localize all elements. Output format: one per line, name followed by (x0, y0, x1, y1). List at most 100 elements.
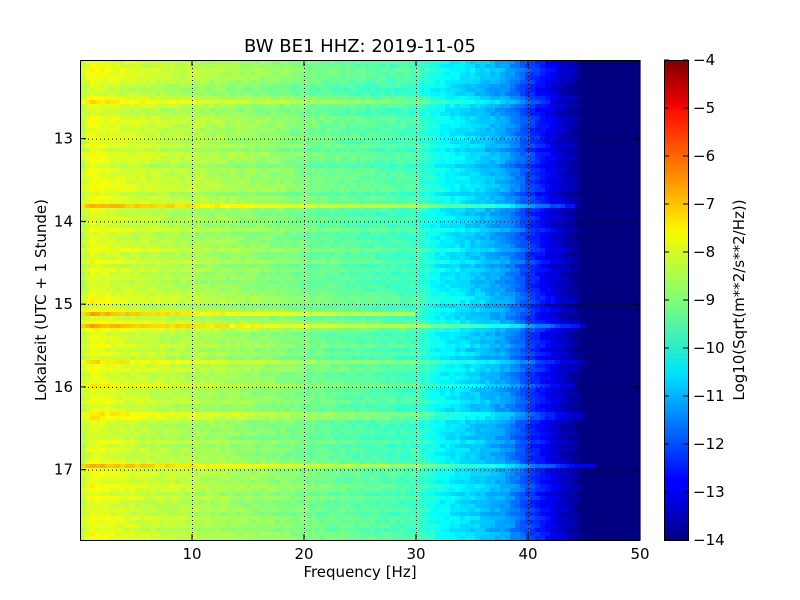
heatmap-cell (510, 152, 516, 157)
heatmap-cell (180, 208, 186, 213)
heatmap-cell (145, 160, 151, 165)
heatmap-cell (630, 196, 636, 201)
heatmap-cell (400, 188, 406, 193)
heatmap-cell (560, 164, 566, 169)
heatmap-cell (560, 100, 566, 105)
heatmap-cell (200, 144, 206, 149)
heatmap-cell (495, 160, 501, 165)
heatmap-cell (360, 96, 366, 101)
heatmap-cell (520, 164, 526, 169)
heatmap-cell (125, 108, 131, 113)
heatmap-cell (540, 84, 546, 89)
heatmap-cell (215, 132, 221, 137)
heatmap-cell (565, 112, 571, 117)
heatmap-cell (240, 228, 246, 233)
heatmap-cell (415, 68, 421, 73)
heatmap-cell (410, 208, 416, 213)
heatmap-cell (125, 192, 131, 197)
heatmap-cell (500, 164, 506, 169)
heatmap-cell (200, 204, 206, 209)
heatmap-cell (495, 208, 501, 213)
heatmap-cell (185, 116, 191, 121)
heatmap-cell (215, 208, 221, 213)
heatmap-cell (120, 204, 126, 209)
heatmap-cell (305, 72, 311, 77)
heatmap-cell (120, 208, 126, 213)
heatmap-cell (575, 176, 581, 181)
heatmap-cell (625, 124, 631, 129)
heatmap-cell (420, 196, 426, 201)
heatmap-cell (270, 92, 276, 97)
heatmap-cell (525, 232, 531, 237)
heatmap-cell (630, 92, 636, 97)
heatmap-cell (135, 208, 141, 213)
heatmap-cell (530, 132, 536, 137)
heatmap-cell (390, 176, 396, 181)
heatmap-cell (170, 84, 176, 89)
heatmap-cell (510, 168, 516, 173)
heatmap-cell (605, 212, 611, 217)
heatmap-cell (455, 160, 461, 165)
heatmap-cell (125, 156, 131, 161)
heatmap-cell (85, 128, 91, 133)
heatmap-cell (320, 140, 326, 145)
heatmap-cell (545, 224, 551, 229)
heatmap-cell (95, 64, 101, 69)
heatmap-cell (165, 136, 171, 141)
heatmap-cell (330, 224, 336, 229)
heatmap-cell (605, 68, 611, 73)
heatmap-cell (365, 192, 371, 197)
heatmap-cell (385, 176, 391, 181)
heatmap-cell (245, 152, 251, 157)
heatmap-cell (295, 108, 301, 113)
heatmap-cell (370, 132, 376, 137)
heatmap-cell (350, 152, 356, 157)
heatmap-cell (415, 236, 421, 241)
heatmap-cell (380, 164, 386, 169)
heatmap-cell (550, 228, 556, 233)
heatmap-cell (245, 220, 251, 225)
heatmap-cell (245, 200, 251, 205)
heatmap-cell (395, 136, 401, 141)
heatmap-cell (145, 156, 151, 161)
heatmap-cell (460, 200, 466, 205)
heatmap-cell (240, 96, 246, 101)
heatmap-cell (90, 156, 96, 161)
heatmap-cell (345, 132, 351, 137)
heatmap-cell (405, 104, 411, 109)
heatmap-cell (170, 188, 176, 193)
heatmap-cell (190, 176, 196, 181)
heatmap-cell (375, 196, 381, 201)
heatmap-cell (495, 228, 501, 233)
heatmap-cell (620, 164, 626, 169)
heatmap-cell (625, 76, 631, 81)
heatmap-cell (570, 172, 576, 177)
heatmap-cell (470, 164, 476, 169)
heatmap-cell (375, 140, 381, 145)
heatmap-cell (460, 204, 466, 209)
heatmap-cell (320, 168, 326, 173)
heatmap-cell (290, 104, 296, 109)
heatmap-cell (570, 144, 576, 149)
heatmap-cell (155, 196, 161, 201)
heatmap-cell (390, 180, 396, 185)
heatmap-cell (120, 80, 126, 85)
heatmap-cell (300, 140, 306, 145)
heatmap-cell (430, 200, 436, 205)
heatmap-cell (245, 96, 251, 101)
heatmap-cell (600, 160, 606, 165)
heatmap-cell (170, 64, 176, 69)
heatmap-cell (155, 84, 161, 89)
heatmap-cell (105, 188, 111, 193)
heatmap-cell (250, 216, 256, 221)
heatmap-cell (375, 104, 381, 109)
heatmap-cell (500, 116, 506, 121)
heatmap-cell (440, 112, 446, 117)
heatmap-cell (420, 232, 426, 237)
heatmap-cell (295, 204, 301, 209)
heatmap-cell (575, 92, 581, 97)
heatmap-cell (215, 200, 221, 205)
heatmap-cell (565, 192, 571, 197)
heatmap-cell (475, 72, 481, 77)
heatmap-cell (220, 112, 226, 117)
